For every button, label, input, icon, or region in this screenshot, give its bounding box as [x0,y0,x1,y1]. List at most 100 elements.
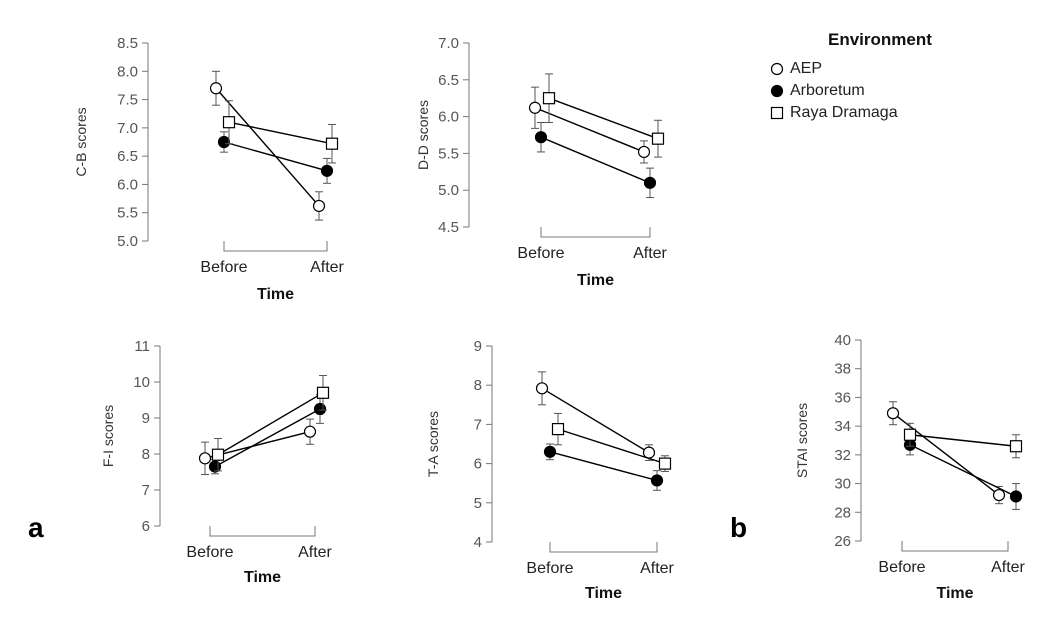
legend-label-arboretum: Arboretum [790,82,865,99]
data-point [542,92,556,105]
x-axis-label: Time [257,286,294,303]
chart-stai-scores: 26 28 30 32 34 36 38 40 STAI scores Before After Ti… [794,332,1026,602]
chart-d-d-scores: 4.5 5.0 5.5 6.0 6.5 7.0 D-D scores Before After T… [415,35,668,289]
data-point [1009,490,1023,503]
data-point [886,407,900,420]
y-tick-label: 9 [474,338,482,355]
series-line [557,428,666,465]
series-raya-dramaga [903,422,1023,459]
legend-title: Environment [828,30,932,49]
legend-item-aep: AEP [770,58,1010,80]
x-axis-label: Time [585,585,622,602]
y-tick-label: 8.5 [117,35,138,52]
x-tick-label-before: Before [517,245,564,262]
series-line [892,412,1000,496]
y-tick-label: 7.0 [117,120,138,137]
y-axis-label: C-B scores [73,107,89,176]
y-tick-label: 6 [474,456,482,473]
series-line [215,87,320,207]
x-axis-bracket [223,241,328,252]
legend-label-raya-dramaga: Raya Dramaga [790,104,898,121]
x-tick-label-after: After [640,560,674,577]
y-axis-label: STAI scores [794,403,810,478]
y-tick-label: 36 [834,389,851,406]
series-arboretum [903,434,1023,510]
data-point [316,386,330,399]
data-point [312,199,326,213]
data-point [313,402,327,416]
legend-item-raya-dramaga: Raya Dramaga [770,102,1010,124]
y-tick-label: 40 [834,332,851,349]
x-tick-label-before: Before [878,559,925,576]
series-aep [528,86,651,164]
y-tick-label: 30 [834,476,851,493]
data-point [211,448,225,461]
y-tick-label: 8 [142,446,150,463]
x-tick-label-after: After [310,259,344,276]
y-tick-label: 6.5 [117,148,138,165]
x-tick-label-before: Before [186,544,233,561]
y-tick-label: 5.0 [438,182,459,199]
series-arboretum [543,443,664,491]
y-tick-label: 10 [133,374,150,391]
data-point [1009,440,1023,453]
series-aep [886,401,1006,505]
y-tick-label: 8 [474,377,482,394]
data-point [651,132,665,145]
x-axis-label: Time [244,569,281,586]
data-point [222,116,236,129]
y-tick-label: 6.0 [438,109,459,126]
open-square-marker-icon [770,106,784,120]
legend-item-arboretum: Arboretum [770,80,1010,102]
series-arboretum [534,121,657,199]
x-axis-bracket [549,542,658,553]
data-point [637,145,651,159]
series-aep [535,371,656,461]
series-line [541,387,650,454]
series-line [223,141,328,172]
series-line [549,451,658,482]
series-line [228,121,333,145]
chart-t-a-scores: 4 5 6 7 8 9 T-A scores Before After Time [425,338,675,602]
x-tick-label-after: After [991,559,1025,576]
series-line [540,136,651,184]
y-tick-label: 5.5 [438,145,459,162]
y-axis-label: T-A scores [425,411,441,477]
y-tick-label: 34 [834,418,851,435]
series-line [214,408,321,468]
y-tick-label: 8.0 [117,63,138,80]
series-raya-dramaga [551,412,672,472]
series-aep [209,70,326,221]
y-tick-label: 5.0 [117,233,138,250]
series-raya-dramaga [542,73,665,158]
y-tick-label: 5 [474,495,482,512]
x-axis-label: Time [577,272,614,289]
y-axis-label: F-I scores [100,405,116,467]
data-point [903,428,917,441]
panel-letter-a: a [28,512,44,543]
y-tick-label: 38 [834,361,851,378]
data-point [643,176,657,189]
y-tick-label: 5.5 [117,205,138,222]
panel-letter-b: b [730,512,748,543]
series-line [909,444,1017,498]
chart-c-b-scores: 5.0 5.5 6.0 6.5 7.0 7.5 8.0 8.5 C-B scores Before… [73,35,345,303]
y-tick-label: 7 [142,482,150,499]
data-point [658,457,672,470]
data-point [198,452,212,465]
legend-label-aep: AEP [790,60,823,77]
y-tick-label: 7.5 [117,92,138,109]
y-tick-label: 4 [474,534,482,551]
data-point [320,164,334,177]
data-point [992,488,1006,502]
x-axis-bracket [209,526,316,537]
data-point [528,101,542,114]
y-tick-label: 9 [142,410,150,427]
y-tick-label: 4.5 [438,219,459,236]
x-tick-label-before: Before [200,259,247,276]
y-axis-label: D-D scores [415,100,431,170]
filled-circle-marker-icon [770,84,784,98]
series-line [548,97,659,140]
chart-f-i-scores: 6 7 8 9 10 11 F-I scores Before After Time [100,338,333,586]
